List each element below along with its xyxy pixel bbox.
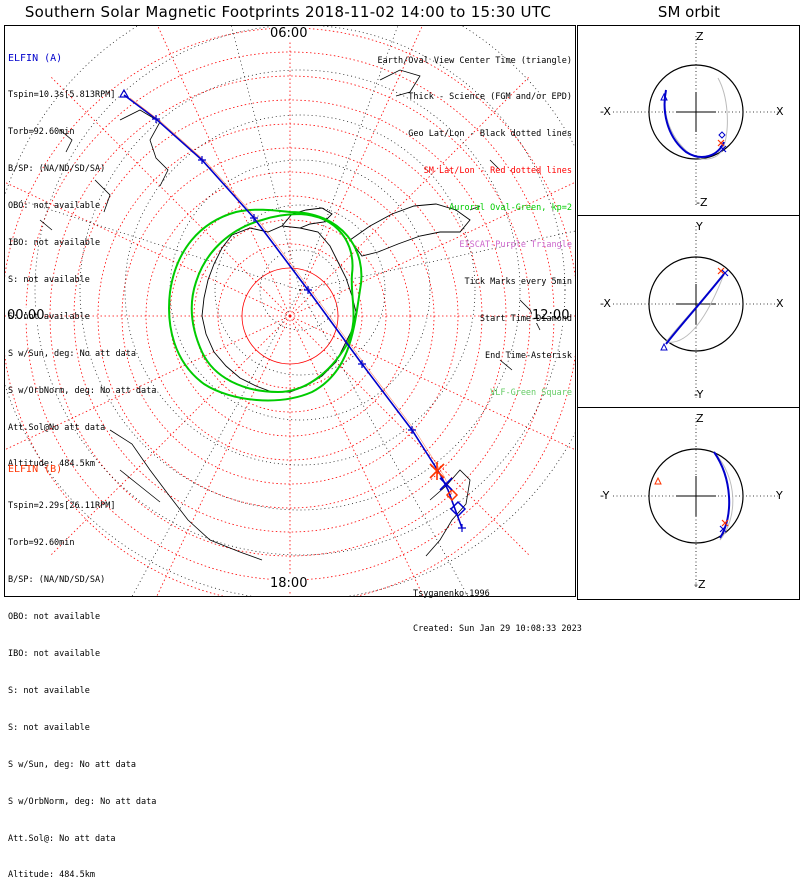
axis-label-bottom: -Y (694, 388, 704, 401)
view-center-triangle (118, 88, 130, 98)
sm-longitude-lines (5, 26, 575, 596)
legend-item: Earth/Oval View Center Time (triangle) (377, 55, 572, 66)
start-time-diamonds (445, 488, 467, 518)
footprint-map (5, 26, 575, 596)
sat-b-name: ELFIN (B) (8, 463, 63, 475)
legend-item: Thick - Science (FGM and/or EPD) (408, 92, 572, 103)
axis-label-bottom: -Z (694, 578, 706, 591)
orbit-xz-plot (613, 36, 778, 206)
legend-item: Geo Lat/Lon - Black dotted lines (408, 129, 572, 140)
auroral-oval (168, 208, 363, 402)
footprint-map-frame (4, 25, 576, 597)
lt-label-18: 18:00 (270, 576, 308, 591)
sat-a-line: S: not available (8, 274, 90, 285)
orbit-title: SM orbit (657, 3, 721, 21)
axis-label-top: Z (696, 412, 704, 425)
axis-label-bottom: -Z (696, 196, 708, 209)
legend-item: Start Time-Diamond (479, 313, 572, 324)
sat-b-line: Altitude: 484.5km (8, 870, 95, 881)
sat-a-line: IBO: not available (8, 238, 101, 249)
sat-a-info: ELFIN (A) Tspin=10.3s[5.813RPM] Torb=92.… (8, 28, 156, 483)
model-credit: Tsyganenko-1996 (413, 589, 490, 599)
sat-b-line: Tspin=2.29s[26.11RPM] (8, 501, 116, 512)
lt-label-06: 06:00 (270, 26, 308, 41)
axis-label-right: X (776, 297, 784, 310)
sat-b-line: Att.Sol@: No att data (8, 833, 116, 844)
axis-label-left: -X (600, 297, 611, 310)
sat-a-line: OBO: not available (8, 201, 101, 212)
lt-label-00: 00:00 (7, 308, 45, 323)
legend-item: End Time-Asterisk (485, 350, 572, 361)
geo-latitude-circles (5, 26, 575, 596)
created-timestamp: Created: Sun Jan 29 10:08:33 2023 (413, 623, 582, 634)
credit-block: Tsyganenko-1996 Created: Sun Jan 29 10:0… (413, 566, 582, 647)
lt-label-12: 12:00 (532, 308, 570, 323)
sat-b-line: OBO: not available (8, 612, 101, 623)
sat-b-line: S: not available (8, 722, 90, 733)
sat-b-line: IBO: not available (8, 649, 101, 660)
sat-a-line: B/SP: (NA/ND/SD/SA) (8, 164, 106, 175)
axis-label-left: -X (600, 105, 611, 118)
sat-b-info: ELFIN (B) Tspin=2.29s[26.11RPM] Torb=92.… (8, 439, 156, 894)
axis-label-left: -Y (600, 489, 610, 502)
legend-item: EISCAT-Purple Triangle (459, 240, 572, 251)
plot-title: Southern Solar Magnetic Footprints 2018-… (24, 3, 552, 21)
orbit-panel-xy: Y -Y -X X (577, 215, 800, 408)
sat-b-line: B/SP: (NA/ND/SD/SA) (8, 575, 106, 586)
orbit-panel-yz: Z -Z -Y Y (577, 407, 800, 600)
sat-b-line: S w/Sun, deg: No att data (8, 759, 136, 770)
axis-label-right: X (776, 105, 784, 118)
orbit-yz-plot (613, 418, 778, 588)
sat-a-line: S: not available (8, 311, 90, 322)
legend-item: VLF-Green Square (490, 387, 572, 398)
legend-item: Tick Marks every 5min (464, 276, 572, 287)
orbit-xy-plot (613, 226, 778, 398)
sat-a-line: S w/Sun, deg: No att data (8, 348, 136, 359)
south-america-coast (349, 203, 471, 257)
sat-a-line: Tspin=10.3s[5.813RPM] (8, 90, 116, 101)
sat-b-line: S: not available (8, 685, 90, 696)
sat-a-line: Att.Sol@No att data (8, 422, 106, 433)
sat-b-line: S w/OrbNorm, deg: No att data (8, 796, 157, 807)
sat-a-line: Torb=92.60min (8, 127, 75, 138)
orbit-panel-xz: Z -Z -X X (577, 25, 800, 216)
sat-a-line: Altitude: 484.5km (8, 459, 95, 470)
antarctica-coastline (201, 225, 357, 393)
track-tick-marks (152, 115, 466, 532)
axis-label-top: Z (696, 30, 704, 43)
end-time-asterisks (429, 462, 453, 491)
sat-b-line: Torb=92.60min (8, 538, 75, 549)
legend-item: Auroral Oval-Green, kp=2 (449, 203, 572, 214)
geo-longitude-lines (19, 26, 575, 596)
axis-label-right: Y (776, 489, 783, 502)
sat-a-line: S w/OrbNorm, deg: No att data (8, 385, 157, 396)
legend-item: SM Lat/Lon - Red dotted lines (423, 166, 572, 177)
axis-label-top: Y (696, 220, 703, 233)
sat-a-name: ELFIN (A) (8, 52, 63, 64)
map-legend: Earth/Oval View Center Time (triangle) T… (378, 30, 572, 411)
coastline-fragments (39, 69, 541, 561)
